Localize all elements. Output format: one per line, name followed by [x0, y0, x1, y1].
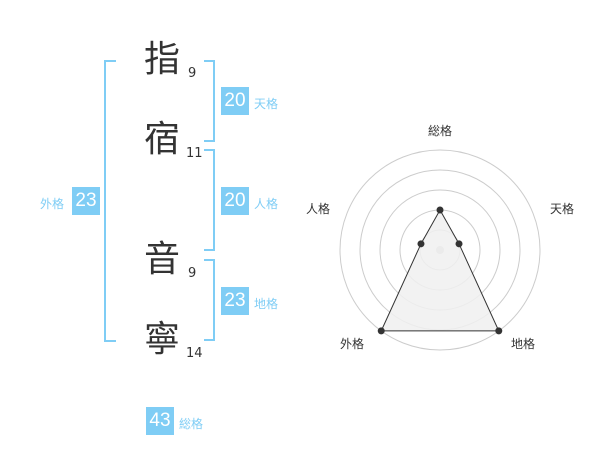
radar-point-1: [455, 240, 463, 248]
gaikaku-value: 23: [72, 187, 100, 215]
name-char-3: 音: [143, 239, 180, 280]
name-char-2: 宿: [143, 119, 180, 160]
tenkaku-bracket: [204, 60, 215, 142]
stroke-count-3: 9: [188, 266, 197, 281]
stroke-count-1: 9: [188, 66, 197, 81]
chikaku-value: 23: [221, 287, 249, 315]
tenkaku-value: 20: [221, 87, 249, 115]
radar-label-gaikaku: 外格: [340, 337, 365, 351]
jinkaku-bracket: [204, 149, 215, 251]
gaikaku-bracket: [104, 60, 116, 342]
tenkaku-label: 天格: [254, 97, 279, 111]
radar-label-jinkaku: 人格: [306, 202, 331, 216]
gaikaku-label: 外格: [40, 197, 65, 211]
soukaku-value: 43: [146, 407, 174, 435]
soukaku-label: 総格: [179, 417, 204, 431]
name-char-1: 指: [143, 39, 180, 80]
radar-label-chikaku: 地格: [511, 337, 536, 351]
chikaku-label: 地格: [254, 297, 279, 311]
stroke-count-2: 11: [186, 146, 203, 161]
radar-point-2: [495, 327, 503, 335]
jinkaku-value: 20: [221, 187, 249, 215]
radar-area: [380, 208, 500, 332]
radar-point-0: [436, 206, 444, 214]
radar-point-4: [417, 240, 425, 248]
radar-ring: [339, 149, 541, 351]
chikaku-bracket: [204, 259, 215, 341]
radar-point-3: [377, 327, 385, 335]
name-char-4: 寧: [143, 319, 180, 360]
stroke-count-4: 14: [186, 346, 203, 361]
radar-label-tenkaku: 天格: [550, 202, 575, 216]
radar-label-soukaku: 総格: [428, 124, 453, 138]
jinkaku-label: 人格: [254, 197, 279, 211]
